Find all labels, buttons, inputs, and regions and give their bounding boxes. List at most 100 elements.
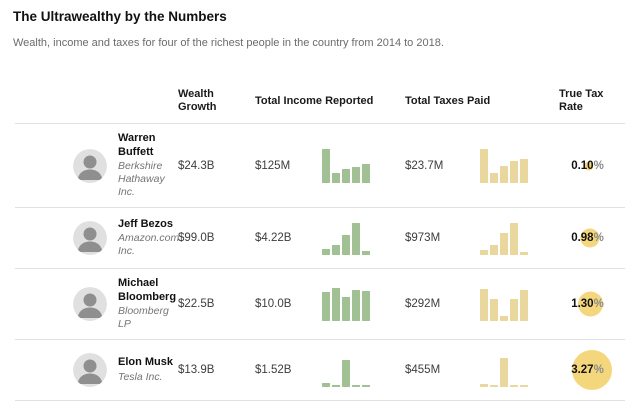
taxes-sparkline-cell bbox=[480, 353, 550, 387]
person-company: Bloomberg LP bbox=[118, 305, 169, 330]
sparkline-bar bbox=[510, 385, 518, 387]
wealth-growth-value: $99.0B bbox=[178, 232, 215, 244]
income-sparkline-cell bbox=[322, 287, 405, 321]
wealth-growth-value: $13.9B bbox=[178, 364, 215, 376]
wealth-growth-value: $24.3B bbox=[178, 159, 215, 172]
sparkline-bar bbox=[520, 290, 528, 321]
person-company: Amazon.com Inc. bbox=[118, 232, 180, 258]
column-header-total-taxes: Total Taxes Paid bbox=[405, 94, 491, 107]
sparkline-bar-chart bbox=[322, 353, 370, 387]
sparkline-bar bbox=[500, 165, 508, 183]
avatar-cell bbox=[15, 148, 110, 183]
sparkline-bar bbox=[520, 158, 528, 183]
sparkline-bar bbox=[342, 168, 350, 183]
person-cell: Warren Buffett Berkshire Hathaway Inc. bbox=[110, 132, 175, 199]
sparkline-bar-chart bbox=[480, 221, 528, 255]
page: The Ultrawealthy by the Numbers Wealth, … bbox=[13, 9, 625, 401]
sparkline-bar bbox=[332, 385, 340, 387]
tax-rate-bubble bbox=[579, 228, 599, 248]
column-header-true-tax-rate: True Tax Rate bbox=[559, 88, 604, 113]
sparkline-bar bbox=[362, 291, 370, 321]
column-header-wealth-growth: Wealth Growth bbox=[178, 88, 217, 113]
avatar-cell bbox=[15, 287, 110, 321]
total-taxes-value: $292M bbox=[405, 298, 441, 310]
sparkline-bar bbox=[520, 252, 528, 255]
sparkline-bar bbox=[480, 250, 488, 255]
tax-rate-bubble bbox=[571, 350, 612, 390]
sparkline-bar-chart bbox=[322, 287, 370, 321]
table-row: Elon Musk Tesla Inc. $13.9B $1.52B $455M 3.27… bbox=[15, 340, 625, 401]
person-company: Tesla Inc. bbox=[118, 370, 163, 383]
sparkline-bar bbox=[490, 172, 498, 183]
person-name: Warren Buffett bbox=[118, 132, 156, 158]
ultrawealthy-table: Wealth Growth Total Income Reported Tota… bbox=[15, 79, 625, 401]
page-subtitle: Wealth, income and taxes for four of the… bbox=[13, 37, 444, 49]
sparkline-bar bbox=[352, 385, 360, 387]
true-tax-rate-cell: 0.98% bbox=[550, 228, 625, 248]
true-tax-rate-value: 0.10% bbox=[571, 159, 604, 172]
taxes-sparkline-cell bbox=[480, 148, 550, 183]
avatar-cell bbox=[15, 353, 110, 387]
income-sparkline-cell bbox=[322, 148, 405, 183]
sparkline-bar bbox=[322, 383, 330, 387]
true-tax-rate-cell: 0.10% bbox=[550, 158, 625, 174]
true-tax-rate-value: 1.30% bbox=[571, 298, 604, 310]
sparkline-bar bbox=[352, 290, 360, 321]
true-tax-rate-value: 3.27% bbox=[571, 364, 604, 376]
sparkline-bar bbox=[480, 384, 488, 387]
page-title: The Ultrawealthy by the Numbers bbox=[13, 9, 227, 24]
sparkline-bar-chart bbox=[480, 287, 528, 321]
sparkline-bar bbox=[490, 299, 498, 321]
total-income-value: $4.22B bbox=[255, 232, 292, 244]
person-name: Michael Bloomberg bbox=[118, 277, 177, 303]
person-cell: Jeff Bezos Amazon.com Inc. bbox=[110, 217, 180, 259]
table-row: Jeff Bezos Amazon.com Inc. $99.0B $4.22B $97… bbox=[15, 208, 625, 269]
percent-sign: % bbox=[593, 364, 604, 376]
person-name: Jeff Bezos bbox=[118, 217, 174, 230]
sparkline-bar bbox=[490, 385, 498, 387]
sparkline-bar bbox=[362, 385, 370, 387]
income-sparkline-cell bbox=[322, 353, 405, 387]
person-cell: Michael Bloomberg Bloomberg LP bbox=[110, 277, 177, 331]
tax-rate-bubble bbox=[577, 291, 603, 317]
sparkline-bar bbox=[322, 148, 330, 183]
sparkline-bar bbox=[322, 249, 330, 255]
sparkline-bar-chart bbox=[322, 221, 370, 255]
sparkline-bar bbox=[362, 163, 370, 183]
taxes-sparkline-cell bbox=[480, 287, 550, 321]
income-sparkline-cell bbox=[322, 221, 405, 255]
sparkline-bar-chart bbox=[480, 148, 528, 183]
sparkline-bar bbox=[352, 166, 360, 183]
table-header-row: Wealth Growth Total Income Reported Tota… bbox=[15, 79, 625, 124]
sparkline-bar bbox=[500, 233, 508, 255]
sparkline-bar bbox=[510, 160, 518, 183]
jeff-bezos-portrait-icon bbox=[73, 221, 107, 255]
sparkline-bar bbox=[322, 292, 330, 321]
true-tax-rate-cell: 1.30% bbox=[550, 291, 625, 317]
sparkline-bar bbox=[490, 245, 498, 255]
person-name: Elon Musk bbox=[118, 356, 174, 369]
tax-rate-bubble bbox=[583, 161, 593, 170]
sparkline-bar bbox=[342, 235, 350, 255]
warren-buffett-portrait-icon bbox=[73, 148, 107, 183]
sparkline-bar bbox=[500, 316, 508, 321]
percent-sign: % bbox=[593, 298, 604, 310]
sparkline-bar-chart bbox=[480, 353, 528, 387]
sparkline-bar bbox=[510, 299, 518, 321]
sparkline-bar-chart bbox=[322, 148, 370, 183]
person-cell: Elon Musk Tesla Inc. bbox=[110, 356, 175, 384]
wealth-growth-value: $22.5B bbox=[178, 298, 215, 310]
total-income-value: $10.0B bbox=[255, 298, 292, 310]
total-income-value: $125M bbox=[255, 159, 291, 172]
sparkline-bar bbox=[332, 172, 340, 183]
table-row: Michael Bloomberg Bloomberg LP $22.5B $10.0… bbox=[15, 269, 625, 340]
sparkline-bar bbox=[480, 148, 488, 183]
sparkline-bar bbox=[332, 245, 340, 255]
sparkline-bar bbox=[500, 358, 508, 387]
true-tax-rate-cell: 3.27% bbox=[550, 350, 625, 390]
total-taxes-value: $973M bbox=[405, 232, 441, 244]
michael-bloomberg-portrait-icon bbox=[73, 287, 107, 321]
percent-sign: % bbox=[593, 232, 604, 244]
table-row: Warren Buffett Berkshire Hathaway Inc. $24… bbox=[15, 124, 625, 208]
total-income-value: $1.52B bbox=[255, 364, 292, 376]
